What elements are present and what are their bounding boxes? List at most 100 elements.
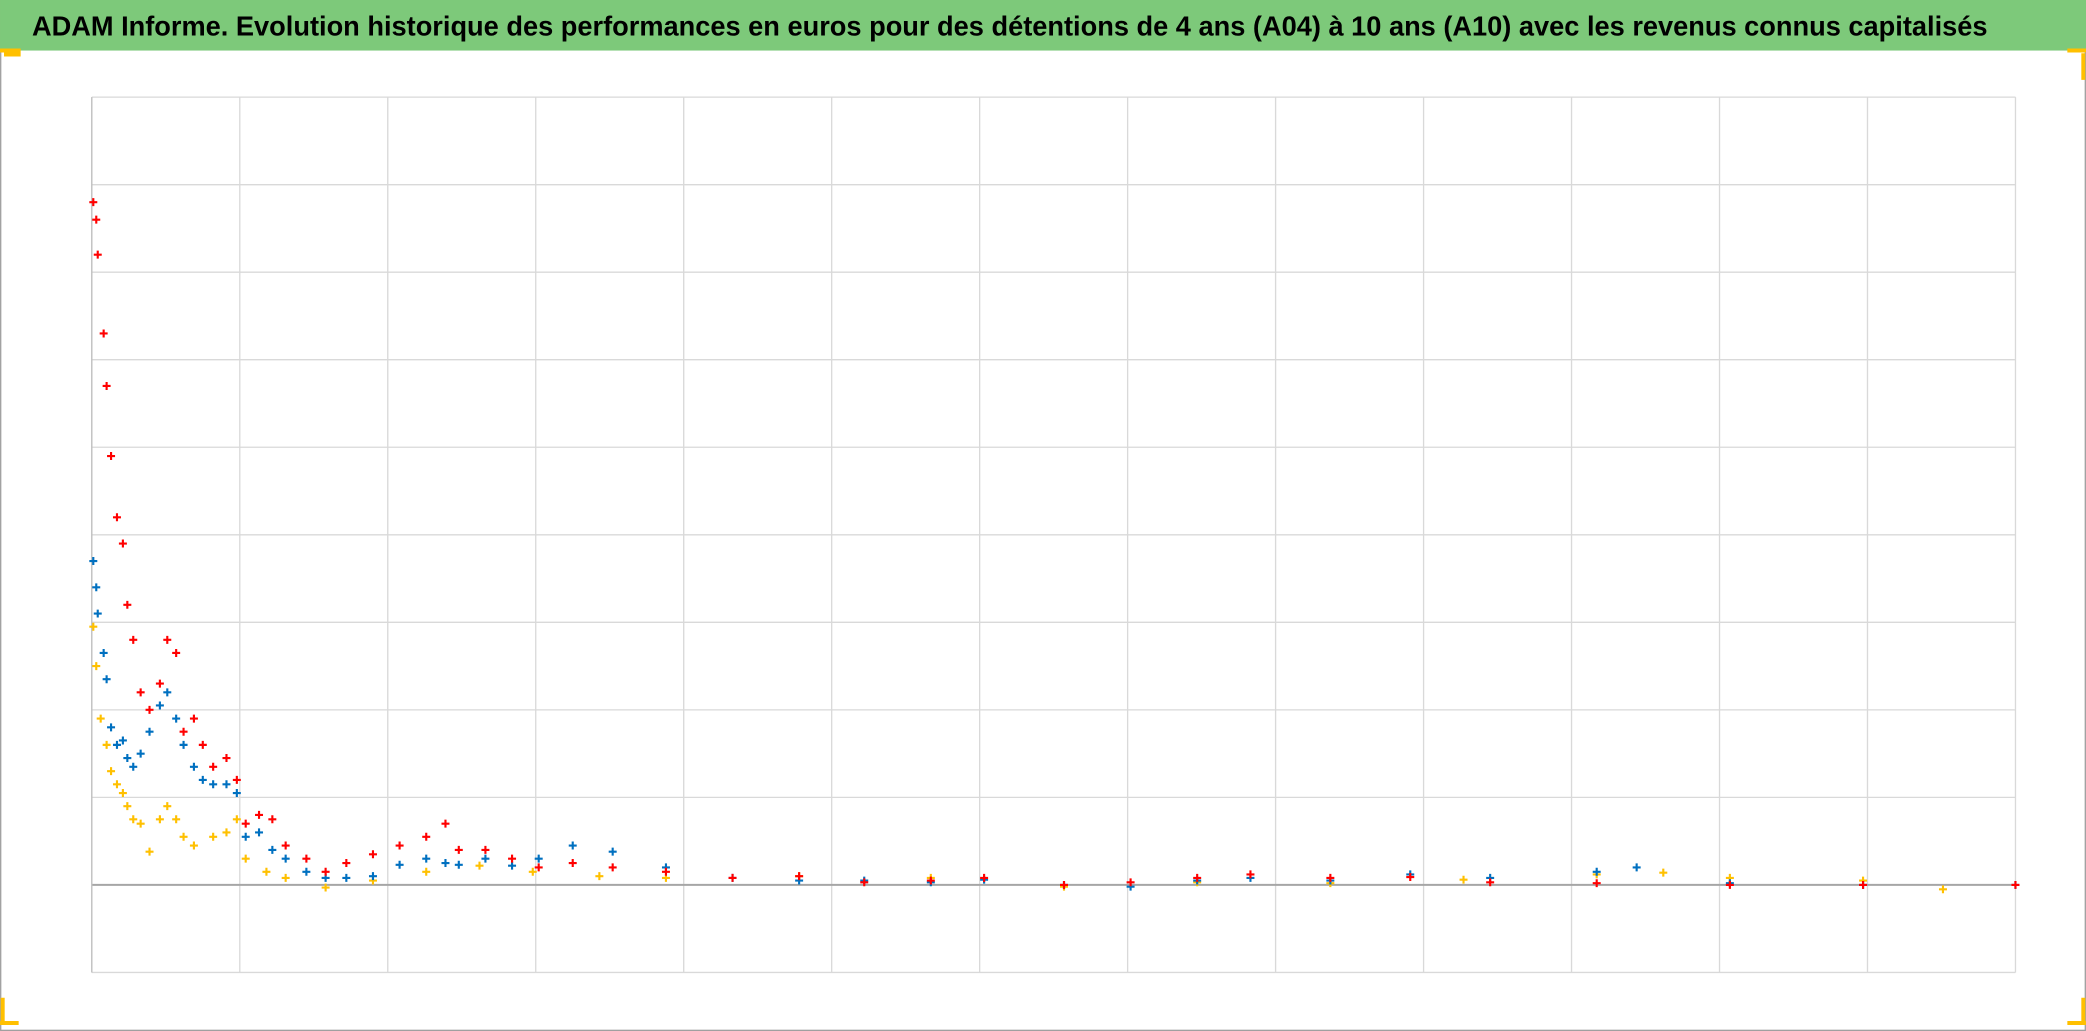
point	[232, 789, 241, 798]
point	[189, 841, 198, 850]
point	[163, 802, 172, 811]
point	[112, 740, 121, 749]
point	[2011, 880, 2020, 889]
point	[93, 250, 102, 259]
point	[123, 600, 132, 609]
point	[454, 845, 463, 854]
point	[302, 854, 311, 863]
point	[441, 819, 450, 828]
point	[1938, 885, 1947, 894]
point	[395, 841, 404, 850]
point	[241, 819, 250, 828]
point	[1060, 880, 1068, 889]
point	[118, 789, 127, 798]
point	[107, 767, 116, 776]
point	[145, 847, 154, 856]
point	[99, 648, 108, 657]
point	[321, 867, 330, 876]
point	[268, 845, 277, 854]
point	[395, 860, 404, 869]
point	[99, 329, 108, 338]
point	[241, 832, 250, 841]
point	[136, 749, 145, 758]
point	[860, 878, 869, 887]
point	[1126, 878, 1135, 887]
point	[422, 832, 431, 841]
point	[1659, 868, 1668, 877]
point	[92, 583, 101, 592]
point	[281, 854, 290, 863]
point	[241, 854, 250, 863]
point	[155, 815, 164, 824]
point	[89, 198, 98, 207]
point	[1326, 873, 1335, 882]
point	[1725, 880, 1734, 889]
point	[508, 854, 517, 863]
point	[129, 815, 138, 824]
point	[172, 714, 181, 723]
point	[136, 819, 145, 828]
point	[232, 775, 241, 784]
point	[145, 705, 154, 714]
point	[1859, 880, 1868, 889]
point	[129, 762, 138, 771]
point	[92, 662, 101, 671]
point	[163, 688, 172, 697]
point	[102, 740, 111, 749]
point	[232, 815, 241, 824]
point	[209, 762, 218, 771]
point	[342, 859, 351, 868]
point	[454, 860, 463, 869]
point	[189, 762, 198, 771]
point	[96, 714, 105, 723]
point	[198, 775, 207, 784]
point	[107, 452, 116, 460]
point	[163, 635, 172, 644]
point	[481, 845, 490, 854]
point	[268, 815, 277, 824]
point	[179, 727, 188, 736]
point	[262, 867, 271, 876]
point	[321, 883, 330, 892]
point	[112, 513, 121, 522]
point	[112, 780, 121, 789]
point	[89, 557, 98, 566]
point	[172, 648, 181, 657]
point	[1592, 879, 1601, 888]
point	[198, 740, 207, 749]
point	[728, 873, 737, 882]
point	[281, 873, 290, 882]
point	[926, 876, 935, 885]
point	[123, 754, 132, 762]
point	[1406, 873, 1415, 882]
point	[534, 854, 543, 863]
point	[475, 861, 484, 870]
point	[1459, 875, 1468, 884]
point	[255, 828, 264, 837]
point	[222, 828, 231, 837]
point	[118, 539, 127, 548]
point	[661, 867, 670, 876]
point	[89, 622, 98, 631]
point	[222, 754, 231, 762]
point	[209, 780, 218, 789]
point	[222, 780, 231, 789]
point	[155, 701, 164, 710]
point	[528, 867, 537, 876]
point	[1486, 878, 1495, 887]
point	[441, 859, 450, 868]
point	[608, 863, 617, 872]
point	[1193, 873, 1202, 882]
point	[568, 841, 577, 850]
title-bar	[0, 0, 2086, 51]
corner-marks	[0, 48, 2086, 1026]
point	[980, 873, 989, 882]
point	[422, 854, 431, 863]
point	[422, 867, 431, 876]
point	[92, 215, 101, 224]
point	[179, 832, 188, 841]
point	[508, 861, 517, 870]
point	[368, 872, 377, 881]
